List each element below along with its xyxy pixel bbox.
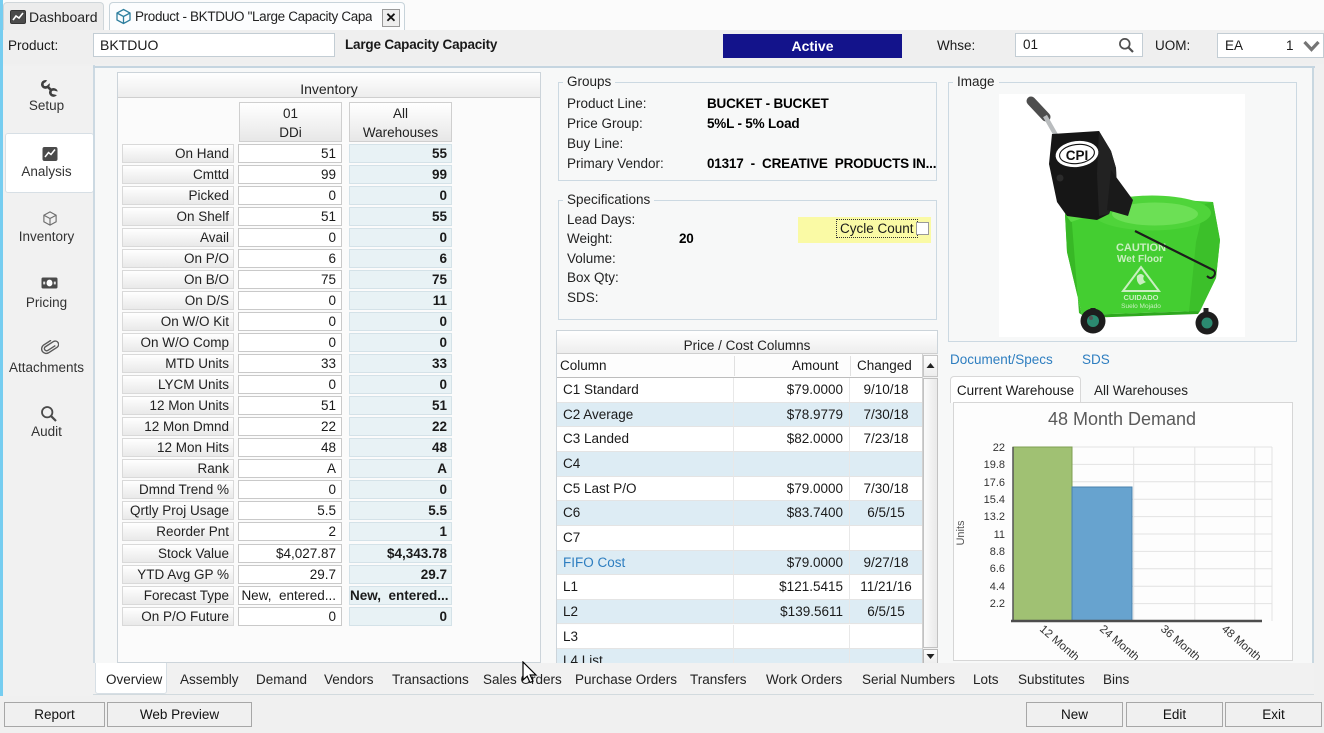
svg-text:36 Month: 36 Month <box>1158 623 1202 660</box>
svg-text:CUIDADO: CUIDADO <box>1124 293 1159 302</box>
svg-text:CPI: CPI <box>1066 148 1089 163</box>
svg-text:19.8: 19.8 <box>984 459 1005 471</box>
svg-text:11: 11 <box>994 529 1005 541</box>
svg-text:2.2: 2.2 <box>990 598 1005 610</box>
svg-text:15.4: 15.4 <box>984 494 1005 506</box>
svg-text:CAUTION: CAUTION <box>1116 242 1166 254</box>
svg-text:Suelo Mojado: Suelo Mojado <box>1121 303 1161 310</box>
svg-text:24 Month: 24 Month <box>1097 623 1141 660</box>
svg-text:48 Month: 48 Month <box>1219 623 1263 660</box>
svg-text:48 Month Demand: 48 Month Demand <box>1048 409 1196 429</box>
svg-text:17.6: 17.6 <box>984 477 1005 489</box>
svg-text:4.4: 4.4 <box>990 581 1005 593</box>
svg-text:8.8: 8.8 <box>990 546 1005 558</box>
svg-text:6.6: 6.6 <box>990 563 1005 575</box>
svg-text:12 Month: 12 Month <box>1037 623 1081 660</box>
svg-text:13.2: 13.2 <box>984 511 1005 523</box>
svg-text:Wet Floor: Wet Floor <box>1117 254 1163 265</box>
svg-text:Units: Units <box>955 520 967 546</box>
svg-text:22: 22 <box>993 442 1005 454</box>
